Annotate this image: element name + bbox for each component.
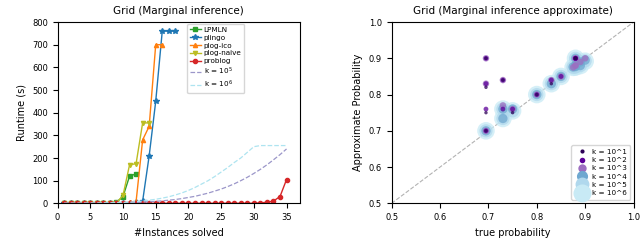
Point [508,107,518,111]
Point [570,56,580,60]
Point [481,82,491,86]
Point [508,107,518,111]
Point [546,82,556,86]
Point [508,109,518,113]
Legend: k = 10^1, k = 10^2, k = 10^3, k = 10^4, k = 10^5, k = 10^6: k = 10^1, k = 10^2, k = 10^3, k = 10^4, … [572,145,630,200]
Point [570,65,580,69]
Point [498,117,508,121]
Point [575,60,586,64]
Point [498,107,508,111]
Point [546,82,556,86]
Point [570,64,580,68]
Point [570,64,580,68]
Point [481,129,491,133]
Point [481,129,491,133]
Point [575,64,586,68]
Point [580,56,590,60]
Point [556,74,566,78]
Legend: LPMLN, plingo, plog-ico, plog-naive, problog, k = $10^5$, k = $10^6$: LPMLN, plingo, plog-ico, plog-naive, pro… [187,24,244,93]
Point [570,56,580,60]
Point [570,65,580,69]
Point [481,56,491,60]
Point [481,56,491,60]
Point [575,60,586,64]
Point [508,111,518,115]
Point [481,129,491,133]
Point [508,107,518,111]
Point [508,109,518,113]
Point [570,56,580,60]
Point [570,65,580,69]
Point [575,64,586,68]
Point [546,78,556,82]
Point [568,65,578,69]
Point [570,56,580,60]
Point [580,59,590,63]
Point [570,64,580,68]
Point [498,107,508,111]
Point [498,103,508,107]
Point [481,111,491,115]
Y-axis label: Approximate Probability: Approximate Probability [353,54,363,172]
Point [481,56,491,60]
X-axis label: #Instances solved: #Instances solved [134,228,223,238]
Point [570,65,580,69]
Point [556,74,566,78]
Point [532,93,542,97]
Point [498,78,508,82]
Point [481,107,491,111]
Point [570,56,580,60]
Point [568,65,578,69]
Point [481,129,491,133]
Point [498,107,508,111]
Point [568,65,578,69]
Point [532,93,542,97]
Point [481,85,491,89]
Point [481,82,491,86]
Point [570,56,580,60]
Point [570,56,580,60]
Point [556,74,566,78]
Point [570,56,580,60]
Point [546,82,556,86]
Point [575,60,586,64]
Point [498,78,508,82]
Point [580,58,590,62]
Point [481,129,491,133]
Point [568,65,578,69]
Point [570,56,580,60]
Point [532,93,542,97]
Point [498,117,508,121]
Point [580,59,590,63]
Point [556,74,566,78]
Point [570,64,580,68]
Point [570,56,580,60]
Title: Grid (Marginal inference approximate): Grid (Marginal inference approximate) [413,6,612,16]
Point [570,56,580,60]
Point [546,82,556,86]
Point [532,93,542,97]
Point [532,93,542,97]
Point [570,56,580,60]
X-axis label: true probability: true probability [475,228,550,238]
Point [556,74,566,78]
Point [546,78,556,82]
Title: Grid (Marginal inference): Grid (Marginal inference) [113,6,244,16]
Point [481,129,491,133]
Point [532,93,542,97]
Point [575,60,586,64]
Point [570,65,580,69]
Y-axis label: Runtime (s): Runtime (s) [17,84,26,141]
Point [575,64,586,68]
Point [570,64,580,68]
Point [570,56,580,60]
Point [498,107,508,111]
Point [498,117,508,121]
Point [570,64,580,68]
Point [498,78,508,82]
